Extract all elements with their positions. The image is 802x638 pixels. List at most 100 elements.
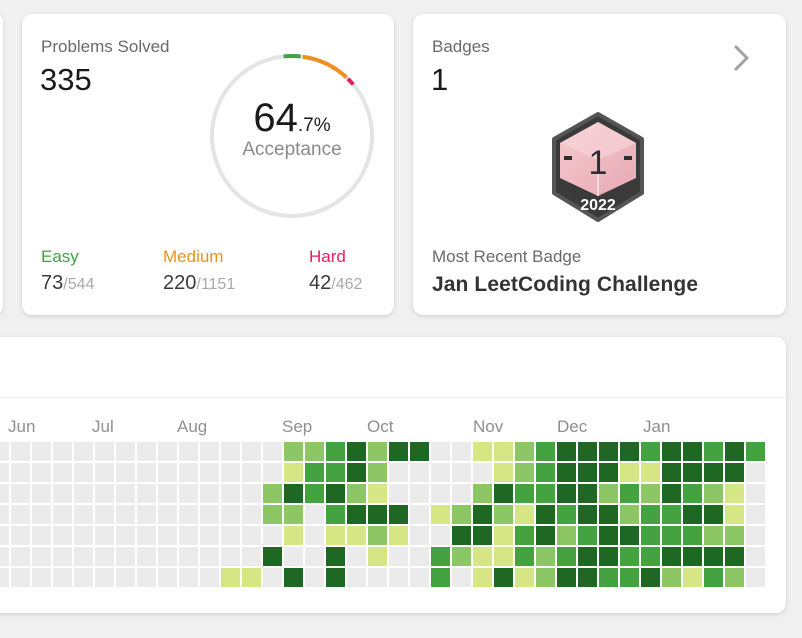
heatmap-cell[interactable] — [452, 526, 471, 545]
heatmap-cell[interactable] — [494, 463, 513, 482]
heatmap-cell[interactable] — [221, 442, 240, 461]
heatmap-cell[interactable] — [347, 484, 366, 503]
heatmap-cell[interactable] — [599, 463, 618, 482]
heatmap-cell[interactable] — [326, 505, 345, 524]
heatmap-cell[interactable] — [74, 463, 93, 482]
heatmap-cell[interactable] — [158, 505, 177, 524]
heatmap-cell[interactable] — [263, 505, 282, 524]
heatmap-cell[interactable] — [536, 505, 555, 524]
heatmap-cell[interactable] — [410, 526, 429, 545]
heatmap-cell[interactable] — [116, 505, 135, 524]
heatmap-cell[interactable] — [263, 526, 282, 545]
heatmap-cell[interactable] — [74, 568, 93, 587]
heatmap-cell[interactable] — [452, 463, 471, 482]
heatmap-cell[interactable] — [32, 463, 51, 482]
heatmap-cell[interactable] — [0, 547, 9, 566]
heatmap-cell[interactable] — [599, 442, 618, 461]
heatmap-cell[interactable] — [473, 505, 492, 524]
heatmap-cell[interactable] — [662, 463, 681, 482]
heatmap-cell[interactable] — [536, 547, 555, 566]
heatmap-cell[interactable] — [11, 505, 30, 524]
heatmap-cell[interactable] — [200, 442, 219, 461]
heatmap-cell[interactable] — [410, 442, 429, 461]
heatmap-cell[interactable] — [704, 463, 723, 482]
heatmap-cell[interactable] — [137, 442, 156, 461]
heatmap-cell[interactable] — [620, 463, 639, 482]
heatmap-cell[interactable] — [725, 568, 744, 587]
heatmap-cell[interactable] — [0, 505, 9, 524]
heatmap-cell[interactable] — [578, 526, 597, 545]
heatmap-cell[interactable] — [74, 526, 93, 545]
heatmap-cell[interactable] — [704, 526, 723, 545]
heatmap-cell[interactable] — [284, 484, 303, 503]
jan-leetcoding-badge-icon[interactable]: 1 2022 — [544, 110, 652, 228]
heatmap-cell[interactable] — [263, 547, 282, 566]
heatmap-cell[interactable] — [137, 547, 156, 566]
heatmap-cell[interactable] — [746, 505, 765, 524]
heatmap-cell[interactable] — [116, 568, 135, 587]
heatmap-cell[interactable] — [347, 463, 366, 482]
heatmap-cell[interactable] — [284, 568, 303, 587]
heatmap-cell[interactable] — [200, 568, 219, 587]
heatmap-cell[interactable] — [53, 484, 72, 503]
heatmap-cell[interactable] — [95, 442, 114, 461]
heatmap-cell[interactable] — [0, 484, 9, 503]
heatmap-cell[interactable] — [746, 547, 765, 566]
heatmap-cell[interactable] — [242, 505, 261, 524]
heatmap-cell[interactable] — [725, 463, 744, 482]
heatmap-cell[interactable] — [326, 463, 345, 482]
heatmap-cell[interactable] — [431, 463, 450, 482]
heatmap-cell[interactable] — [11, 526, 30, 545]
heatmap-cell[interactable] — [263, 463, 282, 482]
heatmap-cell[interactable] — [599, 568, 618, 587]
heatmap-cell[interactable] — [410, 484, 429, 503]
heatmap-cell[interactable] — [242, 526, 261, 545]
heatmap-cell[interactable] — [179, 505, 198, 524]
heatmap-cell[interactable] — [620, 505, 639, 524]
heatmap-cell[interactable] — [158, 463, 177, 482]
heatmap-cell[interactable] — [368, 547, 387, 566]
heatmap-cell[interactable] — [158, 484, 177, 503]
heatmap-cell[interactable] — [263, 442, 282, 461]
heatmap-cell[interactable] — [536, 526, 555, 545]
heatmap-cell[interactable] — [221, 463, 240, 482]
heatmap-cell[interactable] — [389, 547, 408, 566]
heatmap-cell[interactable] — [473, 526, 492, 545]
heatmap-cell[interactable] — [452, 547, 471, 566]
heatmap-cell[interactable] — [389, 568, 408, 587]
heatmap-cell[interactable] — [242, 547, 261, 566]
heatmap-cell[interactable] — [32, 442, 51, 461]
heatmap-cell[interactable] — [326, 568, 345, 587]
heatmap-cell[interactable] — [179, 442, 198, 461]
heatmap-cell[interactable] — [620, 484, 639, 503]
heatmap-cell[interactable] — [494, 505, 513, 524]
heatmap-cell[interactable] — [305, 526, 324, 545]
heatmap-cell[interactable] — [578, 442, 597, 461]
heatmap-cell[interactable] — [53, 463, 72, 482]
heatmap-cell[interactable] — [200, 505, 219, 524]
heatmap-cell[interactable] — [620, 526, 639, 545]
heatmap-cell[interactable] — [11, 463, 30, 482]
heatmap-cell[interactable] — [95, 568, 114, 587]
heatmap-cell[interactable] — [95, 547, 114, 566]
heatmap-cell[interactable] — [368, 442, 387, 461]
heatmap-cell[interactable] — [494, 526, 513, 545]
heatmap-cell[interactable] — [578, 484, 597, 503]
heatmap-cell[interactable] — [53, 526, 72, 545]
heatmap-cell[interactable] — [578, 505, 597, 524]
heatmap-cell[interactable] — [410, 568, 429, 587]
heatmap-cell[interactable] — [74, 547, 93, 566]
heatmap-cell[interactable] — [515, 505, 534, 524]
heatmap-cell[interactable] — [431, 442, 450, 461]
heatmap-cell[interactable] — [263, 484, 282, 503]
heatmap-cell[interactable] — [305, 463, 324, 482]
heatmap-cell[interactable] — [389, 484, 408, 503]
heatmap-cell[interactable] — [347, 505, 366, 524]
heatmap-cell[interactable] — [662, 526, 681, 545]
heatmap-cell[interactable] — [746, 526, 765, 545]
heatmap-cell[interactable] — [725, 442, 744, 461]
heatmap-cell[interactable] — [599, 526, 618, 545]
heatmap-cell[interactable] — [53, 442, 72, 461]
heatmap-cell[interactable] — [74, 442, 93, 461]
heatmap-cell[interactable] — [620, 442, 639, 461]
